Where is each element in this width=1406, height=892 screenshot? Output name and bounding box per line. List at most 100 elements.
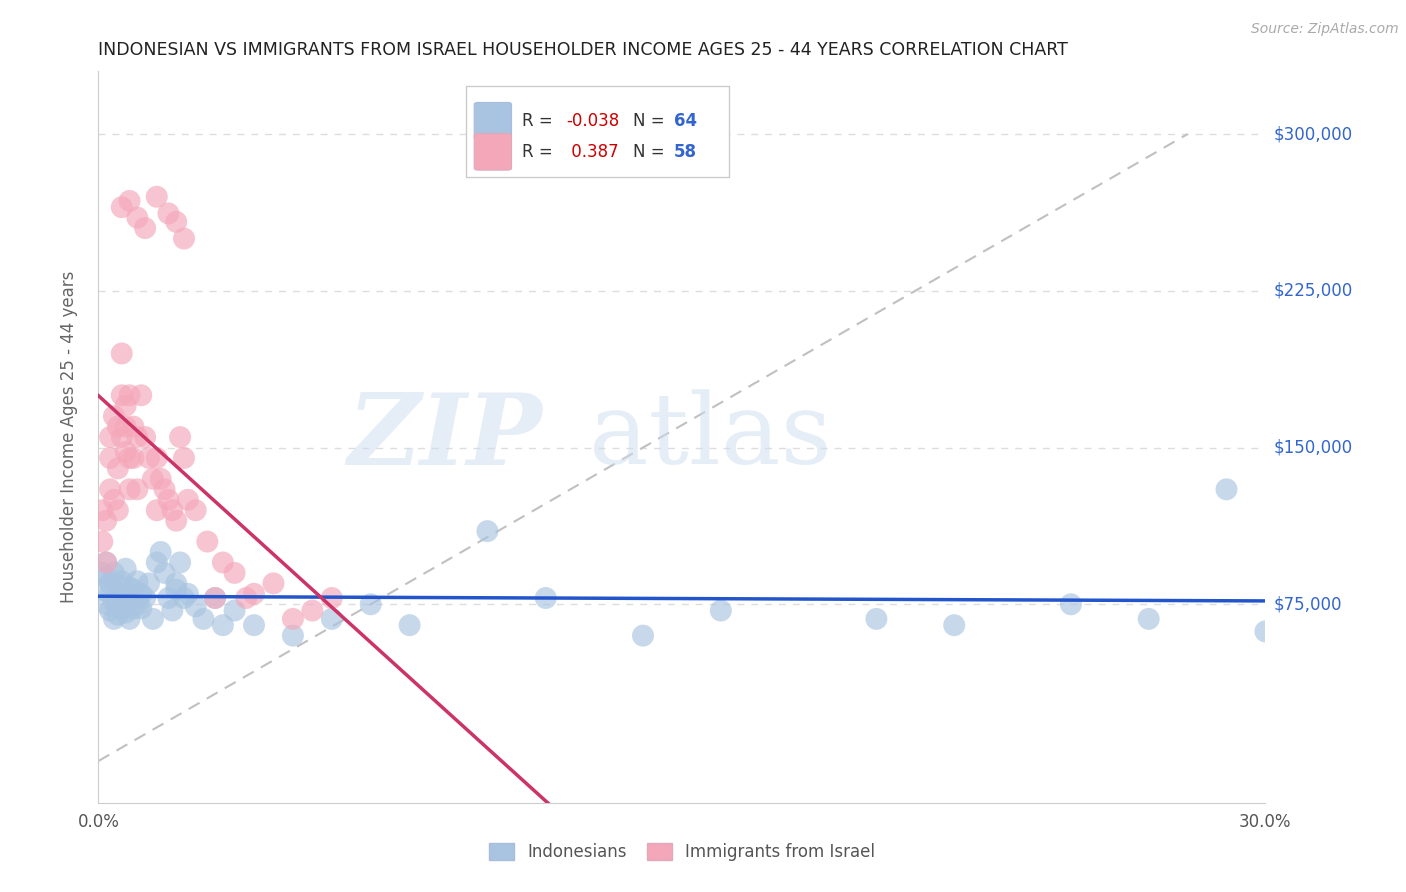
Point	[96, 570, 118, 584]
Point	[631, 629, 654, 643]
Point	[103, 595, 125, 609]
Point	[162, 503, 184, 517]
Point	[321, 591, 343, 605]
Point	[127, 483, 149, 497]
Point	[118, 612, 141, 626]
Point	[96, 597, 118, 611]
Point	[107, 599, 129, 614]
Point	[111, 601, 134, 615]
Point	[157, 591, 180, 605]
Point	[103, 566, 125, 580]
Point	[153, 566, 176, 580]
Point	[129, 601, 152, 615]
Point	[243, 618, 266, 632]
Text: $300,000: $300,000	[1274, 125, 1353, 143]
Point	[107, 503, 129, 517]
Point	[177, 587, 200, 601]
Point	[103, 612, 125, 626]
Point	[146, 190, 169, 204]
Point	[212, 618, 235, 632]
Point	[122, 419, 145, 434]
Text: ZIP: ZIP	[347, 389, 541, 485]
Point	[134, 591, 156, 605]
Point	[710, 603, 733, 617]
Point	[96, 514, 118, 528]
Point	[98, 430, 121, 444]
Text: $225,000: $225,000	[1274, 282, 1353, 300]
Point	[184, 599, 207, 614]
Point	[153, 483, 176, 497]
Point	[114, 606, 136, 620]
Point	[224, 603, 246, 617]
Point	[169, 556, 191, 570]
Point	[107, 461, 129, 475]
Point	[146, 450, 169, 465]
Point	[165, 576, 187, 591]
Point	[204, 591, 226, 605]
Point	[360, 597, 382, 611]
Point	[91, 582, 114, 597]
Point	[398, 618, 420, 632]
Point	[107, 587, 129, 601]
Point	[477, 524, 499, 538]
Text: $75,000: $75,000	[1274, 595, 1343, 614]
Point	[111, 430, 134, 444]
Point	[127, 430, 149, 444]
Point	[127, 574, 149, 589]
Point	[91, 503, 114, 517]
Text: 64: 64	[673, 112, 697, 129]
Point	[1254, 624, 1277, 639]
Point	[165, 582, 187, 597]
Point	[103, 409, 125, 424]
Point	[138, 450, 160, 465]
Point	[243, 587, 266, 601]
Point	[111, 200, 134, 214]
Point	[134, 430, 156, 444]
Point	[142, 472, 165, 486]
Point	[118, 581, 141, 595]
Point	[534, 591, 557, 605]
Point	[193, 612, 215, 626]
Point	[146, 503, 169, 517]
Point	[146, 556, 169, 570]
Point	[111, 574, 134, 589]
Point	[122, 601, 145, 615]
Point	[184, 503, 207, 517]
Point	[96, 556, 118, 570]
FancyBboxPatch shape	[474, 134, 512, 170]
Point	[142, 612, 165, 626]
Point	[118, 194, 141, 208]
Point	[111, 591, 134, 605]
Point	[149, 472, 172, 486]
Point	[114, 595, 136, 609]
Text: atlas: atlas	[589, 389, 831, 485]
Point	[91, 566, 114, 580]
Point	[262, 576, 284, 591]
Legend: Indonesians, Immigrants from Israel: Indonesians, Immigrants from Israel	[482, 836, 882, 868]
Text: R =: R =	[522, 112, 558, 129]
Point	[114, 562, 136, 576]
Point	[91, 534, 114, 549]
Point	[118, 483, 141, 497]
Point	[281, 629, 304, 643]
Point	[114, 444, 136, 458]
Point	[111, 388, 134, 402]
Text: $150,000: $150,000	[1274, 439, 1353, 457]
Point	[107, 607, 129, 622]
Point	[114, 399, 136, 413]
Point	[107, 578, 129, 592]
Point	[98, 576, 121, 591]
Point	[138, 576, 160, 591]
Text: N =: N =	[633, 143, 669, 161]
Text: R =: R =	[522, 143, 558, 161]
Text: 0.387: 0.387	[567, 143, 619, 161]
Point	[98, 587, 121, 601]
Point	[1137, 612, 1160, 626]
Point	[127, 597, 149, 611]
Point	[165, 215, 187, 229]
Point	[321, 612, 343, 626]
Point	[157, 206, 180, 220]
Point	[98, 450, 121, 465]
Point	[865, 612, 887, 626]
Point	[157, 492, 180, 507]
